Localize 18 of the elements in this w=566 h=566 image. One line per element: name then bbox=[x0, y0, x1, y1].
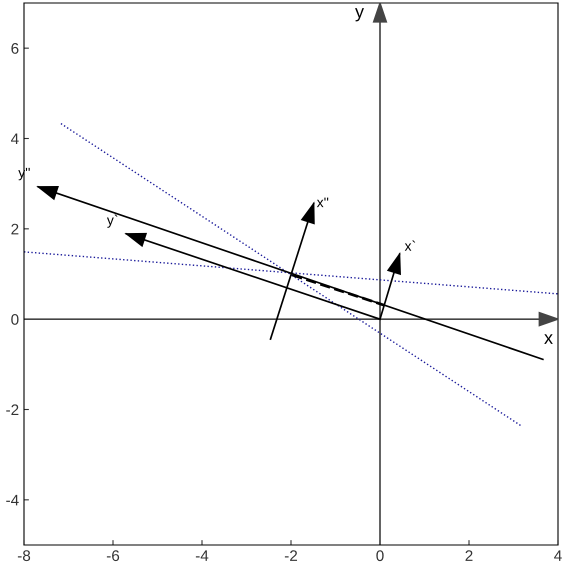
x-tick-label: -8 bbox=[18, 550, 30, 562]
x-tick-label: 4 bbox=[554, 550, 562, 561]
y-tick-label: 0 bbox=[11, 314, 19, 325]
annotation: x` bbox=[404, 240, 416, 251]
x-tick-label: -2 bbox=[284, 550, 298, 561]
annotation: x'' bbox=[316, 198, 328, 208]
y-tick-label: -2 bbox=[6, 404, 18, 416]
x-tick-label: -4 bbox=[196, 550, 208, 561]
x-tick-label: -6 bbox=[106, 550, 120, 562]
x-tick-label: 0 bbox=[376, 550, 384, 562]
y-tick-label: 2 bbox=[11, 224, 18, 234]
annotation: y bbox=[355, 8, 364, 22]
annotation: x bbox=[544, 334, 553, 344]
annotation: y` bbox=[106, 214, 118, 228]
x-tick-label: 2 bbox=[466, 550, 472, 561]
y-tick-label: 6 bbox=[11, 43, 18, 54]
y-tick-label: 4 bbox=[10, 134, 19, 144]
y-tick-label: -4 bbox=[6, 494, 19, 506]
